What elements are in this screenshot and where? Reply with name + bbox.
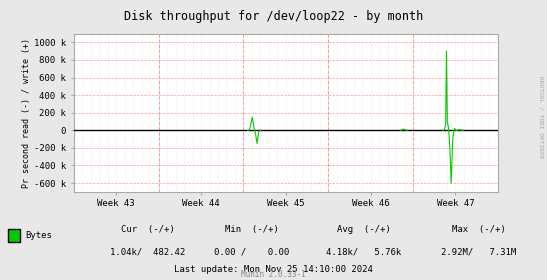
- Text: 1.04k/  482.42: 1.04k/ 482.42: [110, 248, 185, 257]
- Text: 2.92M/   7.31M: 2.92M/ 7.31M: [441, 248, 516, 257]
- Text: 0.00 /    0.00: 0.00 / 0.00: [214, 248, 289, 257]
- Text: Last update: Mon Nov 25 14:10:00 2024: Last update: Mon Nov 25 14:10:00 2024: [174, 265, 373, 274]
- Text: Min  (-/+): Min (-/+): [225, 225, 278, 234]
- Text: 4.18k/   5.76k: 4.18k/ 5.76k: [326, 248, 401, 257]
- Y-axis label: Pr second read (-) / write (+): Pr second read (-) / write (+): [22, 38, 31, 188]
- Text: Disk throughput for /dev/loop22 - by month: Disk throughput for /dev/loop22 - by mon…: [124, 10, 423, 23]
- Text: Cur  (-/+): Cur (-/+): [121, 225, 174, 234]
- Text: Bytes: Bytes: [26, 231, 53, 240]
- Text: Avg  (-/+): Avg (-/+): [337, 225, 391, 234]
- Text: Max  (-/+): Max (-/+): [452, 225, 505, 234]
- Text: RRDTOOL / TOBI OETIKER: RRDTOOL / TOBI OETIKER: [538, 76, 543, 159]
- Text: Munin 2.0.33-1: Munin 2.0.33-1: [241, 270, 306, 279]
